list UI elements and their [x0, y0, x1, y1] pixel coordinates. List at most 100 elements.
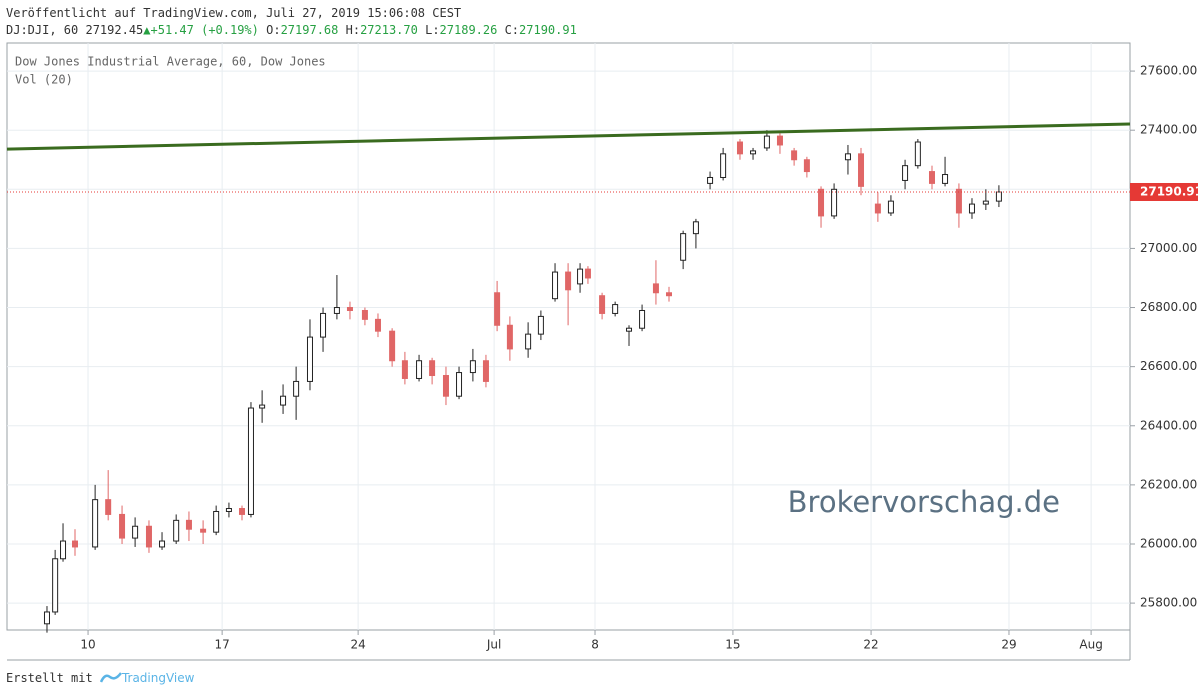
symbol: DJ:DJI, 60 — [6, 23, 79, 37]
candle-body — [361, 309, 368, 320]
plot-border — [6, 42, 1131, 631]
candle-body — [159, 540, 166, 548]
candle-body — [577, 268, 584, 285]
candle-body — [429, 360, 436, 377]
candle-body — [831, 188, 838, 217]
x-tick-label: 24 — [350, 638, 365, 652]
candle-body — [43, 611, 50, 625]
x-tick-label: 8 — [591, 638, 599, 652]
candle-body — [942, 174, 949, 184]
ohlc-label: C: — [504, 23, 520, 37]
ohlc: O:27197.68 H:27213.70 L:27189.26 C:27190… — [259, 23, 577, 37]
candle-body — [639, 309, 646, 329]
candle-body — [584, 268, 591, 279]
candle-body — [238, 508, 245, 515]
x-tick-label: 22 — [863, 638, 878, 652]
ohlc-value: 27213.70 — [360, 23, 418, 37]
last: 27192.45 — [85, 23, 144, 37]
candle-body — [306, 336, 313, 382]
candle-body — [665, 292, 672, 297]
trendline — [6, 122, 1131, 151]
candle-body — [52, 558, 59, 613]
candle-body — [60, 540, 67, 560]
candle-body — [692, 221, 699, 235]
candle-body — [71, 540, 78, 548]
last-price-box — [1130, 182, 1198, 201]
y-tick-label: 25800.00 — [1140, 596, 1197, 610]
candle-body — [818, 188, 825, 217]
candle-body — [552, 271, 559, 300]
last-price-label: 27190.91 — [1140, 184, 1203, 198]
x-tick-label: Jul — [486, 638, 501, 652]
candle-body — [145, 525, 152, 548]
y-tick-label: 26400.00 — [1140, 418, 1197, 432]
candle-body — [874, 203, 881, 214]
y-tick-label: 26800.00 — [1140, 300, 1197, 314]
candle-body — [200, 528, 207, 533]
candle-body — [626, 327, 633, 332]
logo — [99, 672, 122, 683]
made-with: Erstellt mit — [6, 671, 93, 685]
published: Veröffentlicht auf TradingView.com, Juli… — [6, 6, 462, 20]
y-tick-label: 27000.00 — [1140, 241, 1197, 255]
legend: Dow Jones Industrial Average, 60, Dow Jo… — [15, 55, 326, 69]
candle-body — [652, 283, 659, 294]
candle-body — [185, 519, 192, 530]
candle-body — [968, 203, 975, 214]
candle-body — [456, 372, 463, 397]
candle-body — [982, 200, 989, 205]
candle-body — [374, 318, 381, 332]
candle-body — [680, 233, 687, 261]
ohlc-value: 27189.26 — [439, 23, 498, 37]
candle-body — [599, 295, 606, 314]
candle-body — [506, 324, 513, 350]
candle-body — [736, 141, 743, 155]
candle-body — [537, 315, 544, 335]
change: +51.47 (+0.19%) — [150, 23, 259, 37]
y-tick-label: 27400.00 — [1140, 123, 1197, 137]
x-tick-label: 10 — [80, 638, 95, 652]
up-arrow: ▲ — [143, 23, 151, 37]
candle-body — [401, 360, 408, 379]
candle-body — [105, 499, 112, 515]
candle-body — [320, 312, 327, 338]
candle-body — [902, 165, 909, 181]
candle-body — [482, 360, 489, 382]
y-tick-label: 27600.00 — [1140, 64, 1197, 78]
candle-body — [791, 150, 798, 161]
x-tick-label: Aug — [1079, 638, 1102, 652]
x-tick-label: 15 — [725, 638, 740, 652]
y-tick-label: 26200.00 — [1140, 477, 1197, 491]
legend: Vol (20) — [15, 73, 73, 87]
candle-body — [858, 153, 865, 187]
candle-body — [803, 159, 810, 173]
candle-body — [707, 176, 714, 184]
candle-body — [995, 191, 1002, 202]
candle-body — [92, 499, 99, 548]
candle-body — [565, 271, 572, 291]
candle-body — [525, 333, 532, 350]
candle-body — [416, 360, 423, 379]
y-tick-label: 27200.00 — [1140, 182, 1197, 196]
x-tick-label: 29 — [1001, 638, 1016, 652]
candle-body — [213, 510, 220, 533]
candle-body — [259, 404, 266, 409]
candle-body — [132, 525, 139, 539]
candle-body — [928, 171, 935, 184]
candle-body — [776, 135, 783, 146]
candle-body — [173, 519, 180, 542]
candle-body — [247, 407, 254, 515]
candle-body — [844, 153, 851, 161]
candle-body — [469, 360, 476, 374]
y-tick-label: 26600.00 — [1140, 359, 1197, 373]
candle-body — [442, 375, 449, 397]
ohlc-value: 27197.68 — [280, 23, 339, 37]
watermark: Brokervorschag.de — [788, 485, 1060, 519]
candle-body — [887, 200, 894, 214]
symbol-line: DJ:DJI, 60 27192.45▲+51.47 (+0.19%) O:27… — [6, 23, 577, 37]
candle-body — [119, 513, 126, 539]
candle-body — [389, 330, 396, 362]
ohlc-label: H: — [345, 23, 361, 37]
